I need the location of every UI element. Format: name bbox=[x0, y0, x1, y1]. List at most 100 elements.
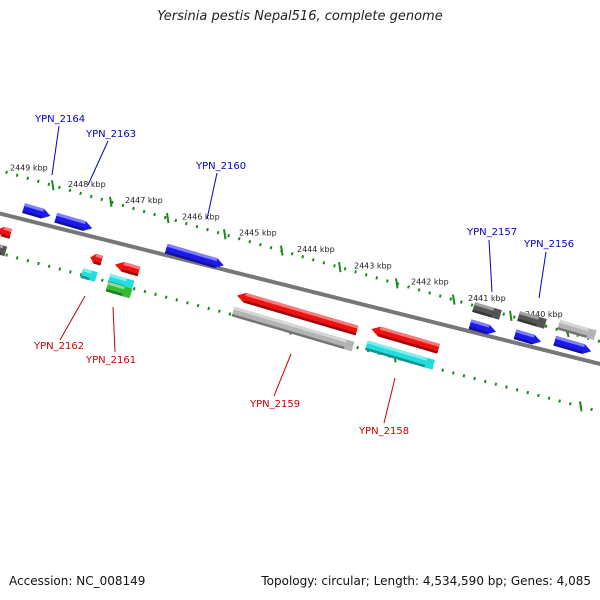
ruler-tick-label: 2441 kbp bbox=[468, 294, 506, 303]
gene-label-ypn-2161: YPN_2161 bbox=[85, 355, 136, 366]
gene-highlight bbox=[233, 306, 347, 343]
ruler-tick-label: 2443 kbp bbox=[354, 261, 392, 270]
gene-arrow-ypn-2160 bbox=[164, 243, 224, 268]
gene-highlight bbox=[474, 302, 495, 311]
gene-box-light bbox=[231, 306, 355, 352]
ruler-tick bbox=[223, 229, 227, 240]
label-leader-line bbox=[488, 239, 493, 293]
gene-highlight bbox=[379, 326, 440, 347]
gene-highlight bbox=[515, 329, 535, 338]
gene-highlight bbox=[245, 292, 359, 329]
gene-box-dark bbox=[517, 311, 547, 329]
ruler-tick bbox=[395, 278, 399, 289]
gene-highlight bbox=[107, 281, 125, 290]
ruler-tick-label: 2449 kbp bbox=[10, 163, 48, 172]
gene-arrow-ypn-2163 bbox=[54, 212, 93, 231]
gene-box-dark bbox=[472, 302, 502, 320]
gene-shadow bbox=[243, 300, 357, 336]
gene-label-ypn-2156: YPN_2156 bbox=[523, 239, 574, 250]
ruler-tick-label: 2447 kbp bbox=[125, 196, 163, 205]
inner-ruler-tick bbox=[579, 401, 583, 412]
gene-box-dark bbox=[0, 243, 8, 257]
ruler-tick bbox=[51, 180, 55, 191]
gene-shadow bbox=[557, 327, 587, 338]
gene-highlight bbox=[56, 212, 86, 225]
gene-arrow-ypn-2158 bbox=[371, 326, 440, 354]
label-leader-line bbox=[87, 140, 109, 186]
gene-highlight bbox=[95, 253, 104, 259]
gene-shadow bbox=[54, 220, 84, 231]
label-leader-line bbox=[538, 251, 547, 299]
gene-highlight bbox=[366, 340, 428, 361]
ruler-tick-label: 2440 kbp bbox=[525, 310, 563, 319]
gene-highlight bbox=[519, 311, 540, 320]
gene-arrow-reverse bbox=[0, 226, 13, 239]
gene-shadow bbox=[468, 326, 488, 335]
label-leader-line bbox=[206, 172, 218, 220]
gene-highlight bbox=[82, 268, 92, 274]
ruler-tick-label: 2444 kbp bbox=[297, 245, 335, 254]
gene-label-ypn-2164: YPN_2164 bbox=[34, 114, 85, 125]
ruler-tick bbox=[509, 310, 513, 322]
gene-highlight bbox=[470, 319, 490, 328]
gene-highlight bbox=[123, 261, 141, 270]
gene-label-ypn-2163: YPN_2163 bbox=[85, 129, 136, 140]
accession-label: Accession: NC_008149 bbox=[9, 574, 146, 588]
gene-shadow bbox=[365, 347, 426, 368]
gene-shadow bbox=[22, 210, 43, 219]
gene-box-light bbox=[557, 319, 597, 341]
gene-shadow bbox=[80, 275, 90, 281]
gene-shadow bbox=[1, 234, 11, 239]
gene-label-ypn-2160: YPN_2160 bbox=[195, 161, 246, 172]
gene-shadow bbox=[377, 333, 438, 354]
gene-label-ypn-2157: YPN_2157 bbox=[466, 227, 517, 238]
gene-body bbox=[0, 243, 8, 257]
gene-arrow-ypn-2162 bbox=[90, 253, 104, 266]
gene-shadow bbox=[472, 309, 493, 318]
gene-shadow bbox=[121, 269, 139, 277]
gene-arrow-ypn-2161 bbox=[115, 261, 141, 277]
genome-backbone bbox=[0, 211, 600, 367]
gene-shadow bbox=[513, 336, 533, 345]
ruler-tick-label: 2446 kbp bbox=[182, 212, 220, 221]
gene-highlight bbox=[3, 226, 13, 233]
gene-label-ypn-2159: YPN_2159 bbox=[249, 399, 300, 410]
gene-highlight bbox=[109, 273, 127, 282]
gene-arrow-ypn-2159 bbox=[237, 292, 359, 336]
ruler-tick bbox=[280, 245, 284, 256]
ruler-tick bbox=[109, 196, 113, 207]
label-leader-line bbox=[273, 353, 292, 397]
genome-summary-label: Topology: circular; Length: 4,534,590 bp… bbox=[261, 574, 591, 588]
map-title: Yersinia pestis Nepal516, complete genom… bbox=[157, 9, 443, 24]
gene-label-ypn-2162: YPN_2162 bbox=[33, 341, 84, 352]
gene-shadow bbox=[517, 318, 538, 327]
gene-arrow-ypn-2164 bbox=[22, 203, 51, 219]
gene-arrow-ypn-2156 bbox=[513, 329, 541, 345]
gene-highlight bbox=[559, 319, 589, 332]
gene-highlight bbox=[0, 243, 4, 249]
ruler-tick-label: 2442 kbp bbox=[411, 278, 449, 287]
rna-box bbox=[365, 340, 435, 370]
gene-highlight bbox=[555, 335, 585, 348]
gene-shadow bbox=[164, 250, 216, 268]
label-leader-line bbox=[112, 306, 116, 353]
rna-box bbox=[80, 268, 98, 282]
label-leader-line bbox=[51, 125, 60, 176]
ruler-tick bbox=[166, 212, 170, 224]
ruler-tick bbox=[452, 294, 456, 305]
gene-arrow-ypn-2157 bbox=[468, 319, 496, 335]
gene-shadow bbox=[553, 343, 583, 354]
gene-shadow bbox=[231, 313, 345, 350]
ruler-tick bbox=[338, 261, 342, 273]
label-leader-line bbox=[383, 377, 396, 424]
gene-shadow bbox=[105, 288, 123, 297]
gene-highlight bbox=[166, 243, 218, 262]
rna-box-green bbox=[105, 281, 133, 299]
gene-label-ypn-2158: YPN_2158 bbox=[358, 426, 409, 437]
gene-shadow bbox=[93, 261, 102, 266]
ruler-tick-label: 2445 kbp bbox=[239, 229, 277, 238]
gene-highlight bbox=[24, 203, 45, 212]
outer-ruler bbox=[0, 168, 600, 344]
